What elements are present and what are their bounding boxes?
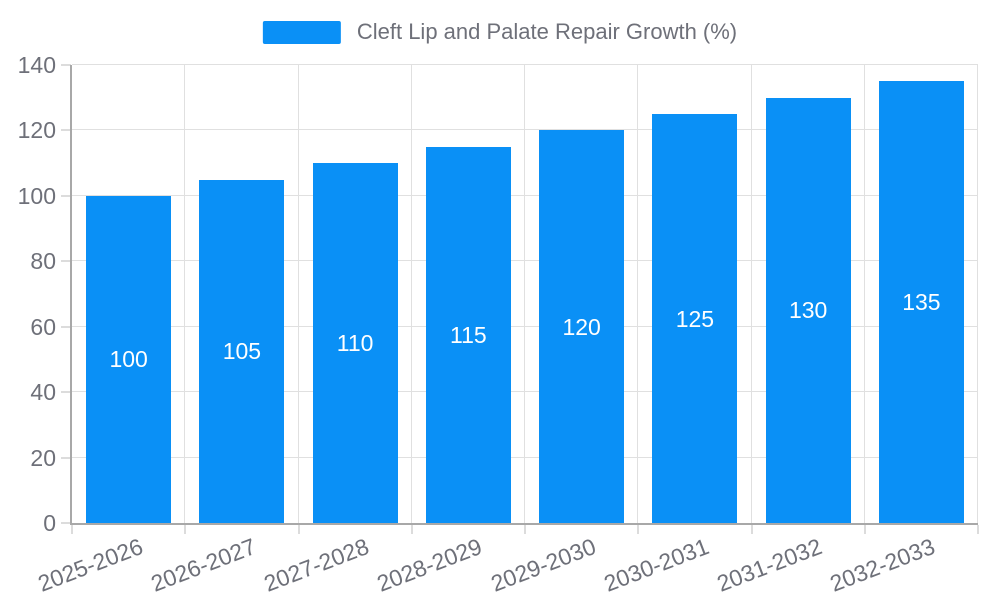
y-axis-label: 100 [17, 182, 56, 209]
gridline-vertical [977, 65, 978, 523]
bar[interactable]: 115 [425, 146, 511, 523]
bar-value-label: 130 [788, 297, 828, 324]
y-axis-label: 60 [30, 313, 56, 340]
bar[interactable]: 105 [199, 179, 285, 523]
bar[interactable]: 120 [539, 130, 625, 523]
bar-value-label: 120 [562, 313, 601, 340]
bar-value-label: 125 [675, 305, 715, 332]
gridline-vertical [184, 65, 186, 523]
gridline-vertical [637, 65, 639, 523]
x-axis-tick [524, 525, 526, 534]
bar[interactable]: 130 [765, 97, 851, 523]
plot-area: 100 105 110 115 120 125 130 135 [72, 64, 978, 523]
gridline-horizontal [72, 194, 978, 196]
bar[interactable]: 125 [652, 114, 738, 523]
bar-value-label: 110 [336, 330, 374, 357]
y-axis-line [70, 65, 72, 525]
y-axis-tick [61, 391, 71, 394]
gridline-vertical [297, 65, 299, 523]
x-axis-tick [410, 525, 413, 534]
y-axis-label: 80 [30, 248, 56, 275]
y-axis-tick [61, 325, 71, 328]
bar-value-label: 115 [450, 321, 487, 348]
x-axis-label: 2025-2026 [33, 533, 146, 597]
x-axis-tick [637, 525, 640, 534]
x-axis-tick [184, 525, 187, 534]
bar[interactable]: 110 [312, 163, 398, 523]
legend[interactable]: Cleft Lip and Palate Repair Growth (%) [262, 19, 738, 45]
gridline-horizontal [72, 325, 978, 327]
y-axis-tick [61, 64, 71, 66]
bar-value-label: 100 [109, 346, 148, 373]
y-axis-tick [61, 522, 71, 524]
y-axis-tick [61, 194, 71, 197]
y-axis-tick [61, 260, 71, 263]
y-axis-tick [61, 456, 71, 459]
bar[interactable]: 135 [878, 81, 964, 523]
y-axis-label: 0 [43, 510, 56, 536]
x-axis-label: 2026-2027 [147, 533, 260, 597]
gridline-horizontal [72, 64, 978, 65]
x-axis-line [70, 523, 978, 525]
gridline-horizontal [72, 456, 978, 458]
bar[interactable]: 100 [86, 195, 172, 523]
gridline-horizontal [72, 260, 978, 262]
x-axis-tick [750, 525, 753, 534]
y-axis-label: 140 [17, 52, 56, 78]
y-axis-tick [61, 129, 71, 132]
gridline-vertical [863, 65, 865, 523]
x-axis-tick [71, 525, 73, 534]
legend-swatch-icon [262, 20, 341, 44]
x-axis-label: 2028-2029 [373, 533, 486, 597]
y-axis-label: 40 [30, 379, 56, 406]
bar-value-label: 105 [222, 338, 262, 365]
gridline-vertical [524, 65, 525, 523]
x-axis-label: 2032-2033 [826, 533, 939, 597]
x-axis-label: 2027-2028 [260, 533, 373, 597]
x-axis-tick [863, 525, 866, 534]
y-axis-label: 120 [17, 117, 56, 144]
x-axis-label: 2031-2032 [713, 533, 826, 597]
bar-value-label: 135 [902, 289, 941, 316]
x-axis-label: 2030-2031 [600, 533, 713, 597]
x-axis-tick [297, 525, 300, 534]
gridline-vertical [410, 65, 412, 523]
gridline-horizontal [72, 391, 978, 393]
y-axis-label: 20 [30, 444, 56, 471]
gridline-vertical [750, 65, 752, 523]
legend-label: Cleft Lip and Palate Repair Growth (%) [356, 19, 738, 44]
x-axis-tick [977, 525, 979, 534]
x-axis-label: 2029-2030 [486, 533, 599, 597]
gridline-horizontal [72, 129, 978, 131]
